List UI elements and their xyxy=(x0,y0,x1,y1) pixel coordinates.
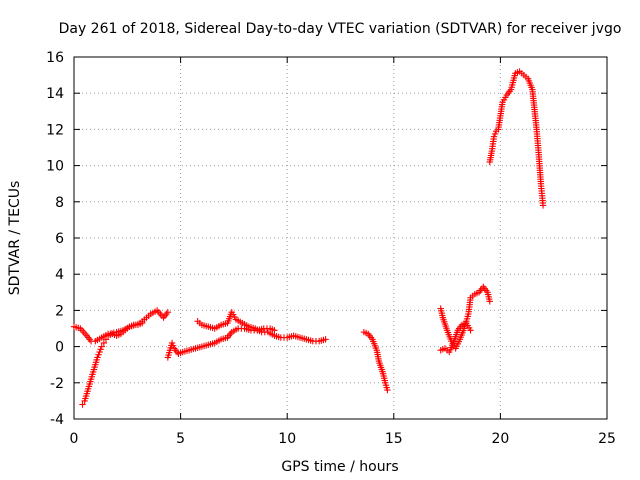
x-tick-label: 10 xyxy=(278,431,296,447)
x-tick-label: 15 xyxy=(385,431,403,447)
data-point xyxy=(271,327,278,334)
x-tick-label: 5 xyxy=(176,431,185,447)
y-tick-label: 16 xyxy=(46,50,64,66)
y-tick-label: 8 xyxy=(55,195,64,211)
data-point xyxy=(139,319,146,327)
y-tick-label: 6 xyxy=(55,231,64,247)
y-tick-labels: -4 -2 0 2 4 6 8 10 12 14 16 xyxy=(46,50,64,428)
data-point-interp xyxy=(97,346,104,353)
x-tick-label: 20 xyxy=(491,431,509,447)
data-point xyxy=(100,339,108,347)
data-point-interp xyxy=(491,130,499,138)
data-point xyxy=(486,298,493,305)
y-axis-label: SDTVAR / TECUs xyxy=(7,181,23,296)
data-point xyxy=(467,327,474,334)
data-point xyxy=(490,133,498,140)
x-tick-label: 25 xyxy=(598,431,616,447)
data-point xyxy=(322,336,329,343)
x-tick-labels: 0 5 10 15 20 25 xyxy=(70,431,616,447)
data-point-interp xyxy=(95,351,102,358)
data-point-interp xyxy=(169,342,177,349)
data-point xyxy=(384,386,391,394)
grid-lines xyxy=(74,57,607,419)
y-tick-label: 10 xyxy=(46,159,64,175)
data-point xyxy=(102,336,110,343)
y-tick-label: 2 xyxy=(55,303,64,319)
y-tick-label: -2 xyxy=(50,376,64,392)
x-tick-label: 0 xyxy=(70,431,79,447)
plot-frame xyxy=(73,56,608,420)
data-point xyxy=(98,343,105,350)
y-tick-label: 12 xyxy=(46,122,64,138)
x-axis-label: GPS time / hours xyxy=(281,459,398,475)
data-point xyxy=(96,348,103,356)
y-tick-label: 4 xyxy=(55,267,64,283)
data-points xyxy=(70,68,547,408)
y-tick-label: 0 xyxy=(55,340,64,356)
data-point xyxy=(539,202,547,209)
y-tick-label: 14 xyxy=(46,86,64,102)
data-point xyxy=(168,339,176,347)
chart-title: Day 261 of 2018, Sidereal Day-to-day VTE… xyxy=(59,21,622,37)
data-point xyxy=(94,354,101,361)
y-tick-label: -4 xyxy=(50,412,64,428)
data-point xyxy=(164,309,172,316)
axis-ticks xyxy=(73,56,608,420)
data-point xyxy=(79,401,86,408)
